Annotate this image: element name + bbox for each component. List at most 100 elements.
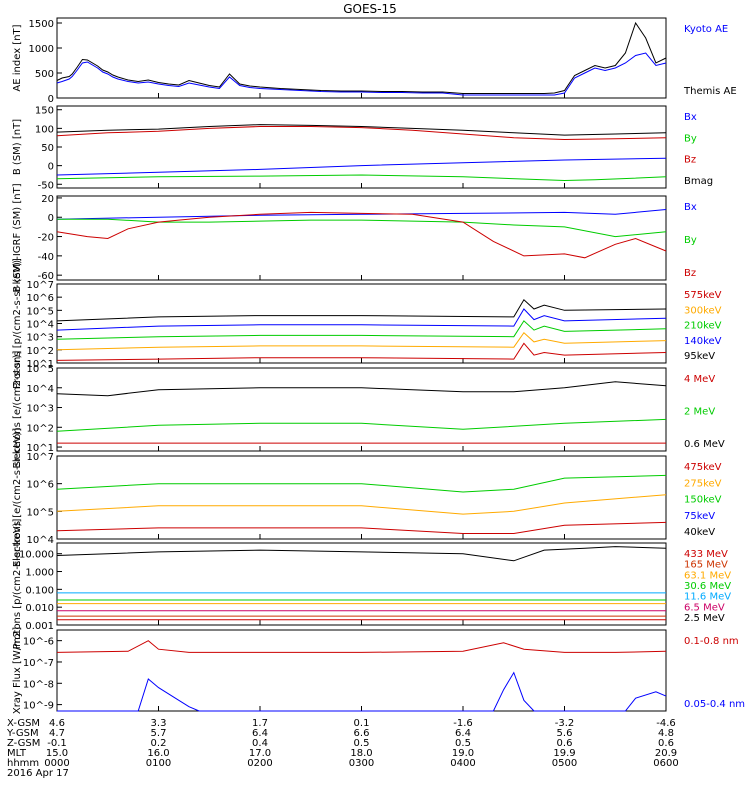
legend-item: 275keV (684, 478, 722, 489)
footer-value: 19.9 (553, 748, 575, 759)
y-tick-label: 10^7 (27, 452, 54, 463)
series-bmag (56, 124, 667, 136)
y-axis-label: Electrons [e/(cm2-s-sr-keV)] (12, 428, 23, 567)
footer-value: 0200 (247, 758, 272, 769)
series-kyoto-ae (56, 52, 667, 96)
footer-value: 20.9 (655, 748, 677, 759)
y-tick-label: 150 (35, 106, 54, 117)
panel-frame (56, 455, 667, 540)
y-axis-label: Protons [p/(cm2-s-sr-keV)] (12, 519, 23, 650)
legend-item: 433 MeV (684, 549, 728, 560)
series-2-5-mev (56, 546, 667, 562)
footer-label: hhmm (7, 758, 39, 769)
footer-value: 3.3 (151, 718, 167, 729)
legend-item: 95keV (684, 351, 715, 362)
chart-title: GOES-15 (343, 2, 397, 16)
footer-value: 0600 (653, 758, 678, 769)
panel-bsmigrf: -60 -40 -20 0 20 B (SM)-IGRF (SM) [nT] Bx By Bz (12, 183, 697, 292)
legend-item: Bz (684, 268, 696, 279)
legend-item: 75keV (684, 511, 715, 522)
series-0-6-mev (56, 381, 667, 397)
y-tick-label: 10^1 (27, 443, 54, 454)
legend-item: 2 MeV (684, 407, 715, 418)
panel-bsm: -50 0 50 100 150 B (SM) [nT] Bx By Bz Bmag (12, 105, 713, 191)
y-tick-label: 10^-9 (23, 701, 54, 712)
y-axis-label: Protons [p/(cm2-s-sr-keV)] (12, 258, 23, 389)
legend-item: Bmag (684, 176, 713, 187)
y-axis-label: Electrons [e/(cm2-s-sr)] (12, 350, 23, 468)
panel-protons-low: 10^1 10^2 10^3 10^4 10^5 10^6 10^7 Protons [p/(… (12, 258, 722, 389)
legend-item: 0.05-0.4 nm (684, 699, 745, 710)
panel-frame (56, 17, 667, 99)
series-275kev (56, 494, 667, 515)
y-tick-label: 10^7 (27, 280, 54, 291)
panel-electrons-mev: 10^1 10^2 10^3 10^4 10^5 Electrons [e/(cm2-s-… (12, 350, 725, 468)
legend-item: 150keV (684, 495, 722, 506)
legend-item: 4 MeV (684, 374, 715, 385)
y-tick-label: 10.000 (19, 550, 54, 561)
footer-value: 15.0 (46, 748, 68, 759)
series-by (57, 218, 667, 238)
series-210kev (56, 320, 667, 340)
footer-value: 4.8 (658, 728, 674, 739)
legend-item: 6.5 MeV (684, 602, 725, 613)
footer-value: -3.2 (555, 718, 575, 729)
series-475kev (56, 521, 667, 534)
y-tick-label: 10^1 (27, 359, 54, 370)
footer-value: 0.4 (252, 738, 268, 749)
y-tick-label: -50 (38, 180, 54, 191)
footer-value: 0.1 (354, 718, 370, 729)
footer-label: Y-GSM (6, 728, 39, 739)
series-bx (56, 209, 667, 220)
y-tick-label: -40 (38, 252, 54, 263)
series-by (56, 174, 667, 182)
panel-frame (56, 629, 667, 712)
footer-value: 0000 (44, 758, 69, 769)
series-0-1-0-8-nm (56, 640, 667, 653)
y-tick-label: 1000 (29, 44, 54, 55)
footer-value: 6.4 (455, 728, 471, 739)
y-tick-label: 10^-8 (23, 679, 54, 690)
panel-ae: 0 500 1000 1500 AE index [nT] Kyoto AE Themis … (12, 17, 737, 105)
legend-item: 300keV (684, 305, 722, 316)
panel-frame (56, 195, 667, 281)
series-140kev (56, 308, 667, 331)
panel-frame (56, 367, 667, 452)
y-axis-label: B (SM)-IGRF (SM) [nT] (12, 183, 23, 292)
footer-value: -4.6 (656, 718, 676, 729)
footer-value: 19.0 (452, 748, 474, 759)
y-tick-label: 10^3 (27, 333, 54, 344)
footer-value: 0300 (349, 758, 374, 769)
footer-value: -1.6 (453, 718, 473, 729)
footer-label: MLT (7, 748, 27, 759)
footer-value: 6.4 (252, 728, 268, 739)
y-tick-label: 10^-6 (23, 637, 54, 648)
series-themis-ae (56, 21, 667, 94)
y-tick-label: 10^5 (27, 507, 54, 518)
legend-item: 0.1-0.8 nm (684, 636, 739, 647)
y-tick-label: 0.010 (25, 603, 54, 614)
legend-item: 575keV (684, 290, 722, 301)
footer-value: 5.7 (151, 728, 167, 739)
legend-item: Bx (684, 112, 697, 123)
series-bz (56, 126, 667, 141)
panel-electrons-kev: 10^4 10^5 10^6 10^7 Electrons [e/(cm2-s-sr-k… (12, 428, 722, 567)
y-tick-label: 10^6 (27, 480, 54, 491)
footer-value: -0.1 (47, 738, 67, 749)
y-tick-label: 0 (48, 162, 54, 173)
legend-item: 165 MeV (684, 560, 728, 571)
series-0-05-0-4-nm (57, 671, 667, 712)
footer-value: 0400 (450, 758, 475, 769)
footer-value: 0.6 (557, 738, 573, 749)
y-tick-label: 10^-7 (23, 658, 54, 669)
y-tick-label: 10^6 (27, 293, 54, 304)
footer-value: 16.0 (147, 748, 169, 759)
y-tick-label: 500 (35, 69, 54, 80)
panel-frame (56, 105, 667, 189)
footer-value: 0.6 (658, 738, 674, 749)
legend-item: 2.5 MeV (684, 613, 725, 624)
legend-item: By (684, 235, 697, 246)
